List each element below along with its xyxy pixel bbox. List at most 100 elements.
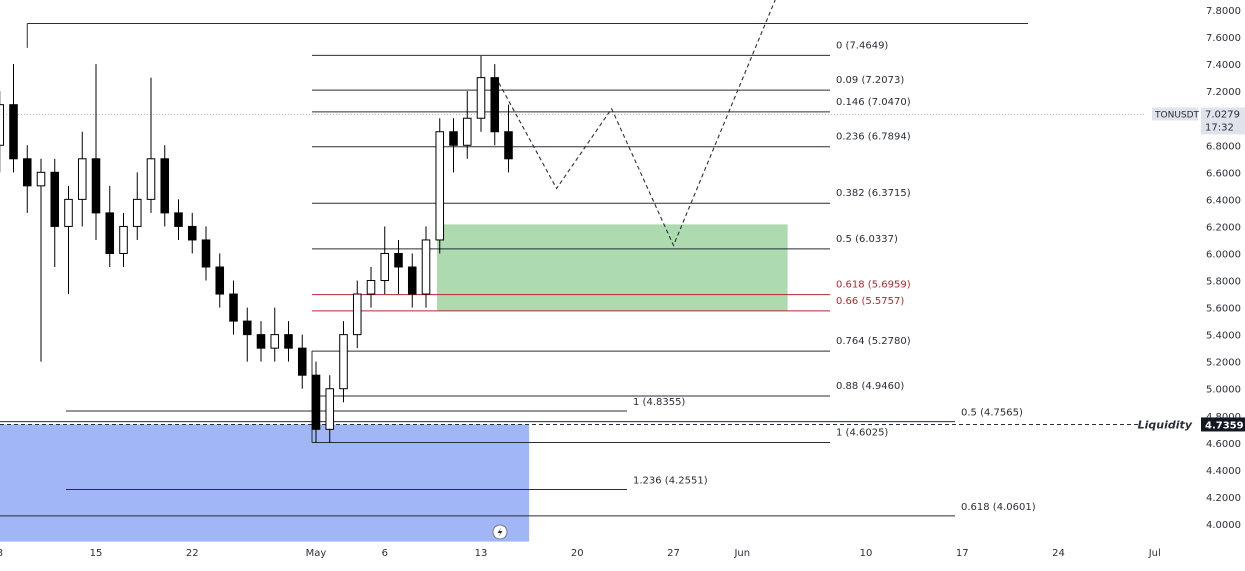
fib-level-label: 0.764 (5.2780) [836, 336, 911, 347]
fib-level-label: 1 (4.6025) [836, 428, 888, 439]
candle [462, 91, 472, 159]
candle-body [462, 117, 472, 146]
candle-body [297, 347, 307, 376]
candle-body [187, 225, 197, 241]
liquidity-price-value: 4.7359 [1205, 420, 1244, 431]
candle [325, 375, 335, 443]
labels-layer: 0 (7.4649) 0.09 (7.2073) 0.146 (7.0470) 0.2… [492, 40, 1036, 540]
candle-body [284, 334, 293, 349]
candle [394, 239, 403, 295]
candle [504, 104, 513, 173]
price-tick-label: 4.8000 [1206, 412, 1241, 423]
candle [146, 77, 156, 213]
candle [22, 145, 32, 213]
candle-body [256, 334, 266, 349]
green-zone [437, 224, 788, 311]
price-badge-value: 7.0279 [1205, 109, 1240, 120]
price-tick-label: 6.2000 [1206, 222, 1241, 233]
time-tick-label: 13 [475, 548, 488, 559]
price-tick-label: 7.8000 [1206, 6, 1241, 17]
projection-path [498, 0, 776, 247]
price-tick-label: 7.6000 [1206, 33, 1241, 44]
time-tick-label: Jun [733, 548, 750, 559]
candle-body [366, 280, 376, 295]
liquidity-price-badge [1201, 417, 1245, 432]
price-tick-label: 5.6000 [1206, 304, 1241, 315]
candle-body [311, 374, 321, 430]
candle [407, 253, 417, 308]
candle [270, 307, 280, 362]
time-tick-label: Jul [1148, 548, 1161, 559]
candle [284, 321, 293, 362]
candle-body [36, 171, 46, 187]
fib-level-label: 0.236 (6.7894) [836, 132, 911, 143]
zones-layer [0, 224, 788, 542]
price-tick-label: 7.4000 [1206, 60, 1241, 71]
fib-level-label: 0.618 (5.6959) [836, 280, 911, 291]
candle-body [174, 212, 183, 227]
candle [352, 280, 362, 349]
price-tick-label: 5.4000 [1206, 331, 1241, 342]
price-tick-label: 5.2000 [1206, 358, 1241, 369]
price-badge [1201, 107, 1245, 135]
fib-level-label: 0.5 (6.0337) [836, 234, 898, 245]
price-tick-label: 6.0000 [1206, 249, 1241, 260]
candle-body [352, 293, 362, 336]
price-tick-label: 4.0000 [1206, 520, 1241, 531]
candle-body [160, 158, 170, 214]
candle-body [215, 266, 225, 295]
candle-body [490, 77, 500, 133]
price-tick-label: 6.8000 [1206, 141, 1241, 152]
fib-level-label: 0.382 (6.3715) [836, 188, 911, 199]
candle [242, 307, 252, 362]
fib-level-label: 0.88 (4.9460) [836, 381, 904, 392]
price-tick-label: 4.6000 [1206, 439, 1241, 450]
fib-extension-label: 1 (4.8355) [633, 397, 685, 408]
candle [91, 64, 101, 240]
candle [366, 267, 376, 308]
time-tick-label: 17 [956, 548, 969, 559]
candle-body [270, 334, 280, 349]
price-tick-label: 5.8000 [1206, 277, 1241, 288]
price-badge-countdown: 17:32 [1205, 122, 1234, 133]
time-tick-label: 10 [860, 548, 873, 559]
candle-body [339, 334, 348, 390]
candle [229, 280, 238, 335]
liquidity-label: Liquidity [1138, 418, 1193, 431]
price-tick-label: 7.2000 [1206, 87, 1241, 98]
candle-body [64, 198, 73, 227]
lightning-icon [492, 524, 508, 540]
candle-body [421, 239, 431, 295]
candle [50, 158, 60, 267]
candle-body [119, 225, 128, 254]
price-tick-label: 5.0000 [1206, 385, 1241, 396]
candle [490, 64, 500, 146]
time-tick-label: 27 [667, 548, 680, 559]
blue-zone [0, 424, 530, 542]
candle-body [22, 158, 32, 187]
candle [77, 131, 87, 227]
candle [311, 361, 321, 443]
price-tick-label: 6.6000 [1206, 168, 1241, 179]
candle-body [77, 158, 87, 200]
candle-body [201, 239, 211, 268]
candle-body [504, 131, 513, 160]
fib-wide-label: 0.5 (4.7565) [961, 408, 1023, 419]
candle [256, 321, 266, 362]
candle [339, 321, 348, 403]
candle [435, 118, 445, 254]
candles-layer [0, 55, 513, 443]
candle-body [449, 131, 458, 146]
symbol-badge-label: TONUSDT [1154, 110, 1200, 120]
candle-body [0, 104, 5, 146]
badges-layer: TONUSDT 7.0279 17:32 Liquidity 4.7359 [1138, 107, 1245, 432]
candle [421, 226, 431, 308]
time-tick-label: 22 [186, 548, 199, 559]
fib-level-label: 0 (7.4649) [836, 40, 888, 51]
time-tick-label: 15 [90, 548, 103, 559]
candle-body [50, 171, 60, 227]
candle [36, 158, 46, 362]
price-tick-label: 4.2000 [1206, 493, 1241, 504]
candle [105, 185, 115, 267]
